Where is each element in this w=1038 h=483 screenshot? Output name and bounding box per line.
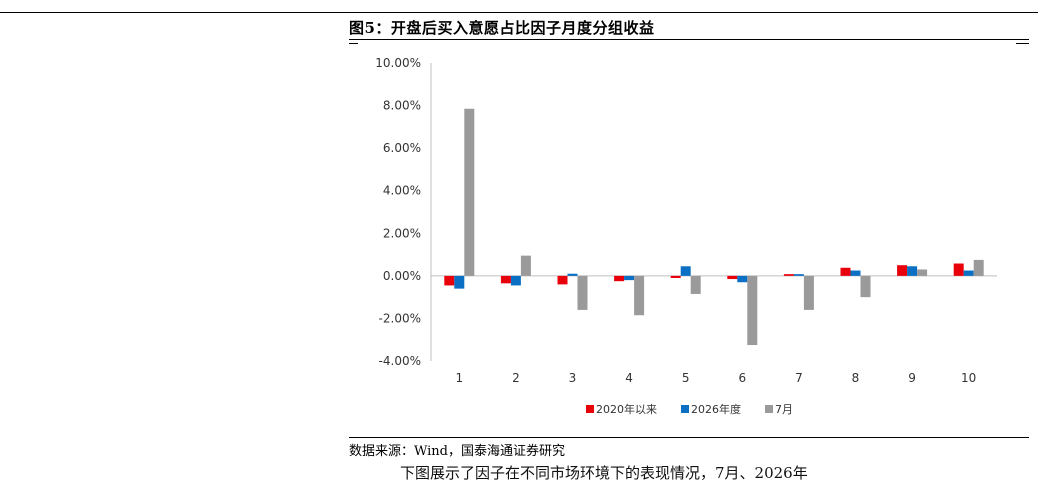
bar [510,275,521,286]
bar [500,275,511,284]
grouped-bar-chart: 10.00% 8.00% 6.00% 4.00% 2.00% 0.00% -2.00% -4.… [375,56,997,416]
bar [454,275,465,289]
bar [953,263,964,276]
bar [850,270,861,276]
bar [680,266,691,276]
x-tick-label: 10 [961,371,976,385]
bar [444,275,455,286]
bar [747,275,758,346]
y-tick-label: 8.00% [383,99,421,113]
x-tick-label: 4 [625,371,633,385]
bar [840,267,851,276]
figure-title: 图5：开盘后买入意愿占比因子月度分组收益 [349,19,655,37]
legend-label: 2020年以来 [596,402,657,416]
bar [860,275,871,298]
bar [690,275,701,294]
y-tick-label: 6.00% [383,141,421,155]
source-rule [349,437,1029,438]
bar [793,274,804,276]
y-tick-label: 0.00% [383,269,421,283]
x-axis-labels: 1 2 3 4 5 6 7 8 9 10 [455,371,976,385]
x-tick-label: 1 [455,371,463,385]
x-tick-label: 7 [795,371,803,385]
x-tick-label: 3 [569,371,577,385]
header-rule [0,12,1038,13]
bar [737,275,748,283]
bar [624,275,635,281]
body-text-fragment: 下图展示了因子在不同市场环境下的表现情况，7月、2026年 [400,464,808,482]
legend-swatch [765,405,773,413]
bar [557,275,568,285]
bar [907,266,918,276]
y-tick-label: 4.00% [383,184,421,198]
bar [520,255,531,276]
bar [803,275,814,310]
x-tick-label: 6 [738,371,746,385]
y-tick-label: -4.00% [379,354,421,368]
bar [973,259,984,276]
x-tick-label: 8 [852,371,860,385]
bar [634,275,645,316]
bar [727,275,738,280]
title-rule-right-tick [1016,43,1029,44]
legend-swatch [586,405,594,413]
x-tick-label: 5 [682,371,690,385]
bar [464,108,475,276]
bar [614,275,625,282]
x-tick-label: 2 [512,371,520,385]
legend: 2020年以来 2026年度 7月 [586,402,793,416]
bars-group [444,108,984,346]
source-note: 数据来源：Wind，国泰海通证券研究 [349,444,565,459]
legend-label: 2026年度 [691,402,741,416]
y-tick-label: 2.00% [383,226,421,240]
title-rule-left-tick [349,43,358,44]
legend-label: 7月 [775,403,793,416]
bar [783,274,794,276]
y-tick-label: 10.00% [375,56,421,70]
bar [897,265,908,276]
y-axis-labels: 10.00% 8.00% 6.00% 4.00% 2.00% 0.00% -2.00% -4.… [375,56,421,368]
bar [567,273,578,276]
title-rule [349,39,1029,40]
x-tick-label: 9 [908,371,916,385]
bar [577,275,588,310]
y-tick-label: -2.00% [379,311,421,325]
bar [963,270,974,276]
legend-swatch [681,405,689,413]
bar [670,275,681,278]
bar [917,269,928,276]
